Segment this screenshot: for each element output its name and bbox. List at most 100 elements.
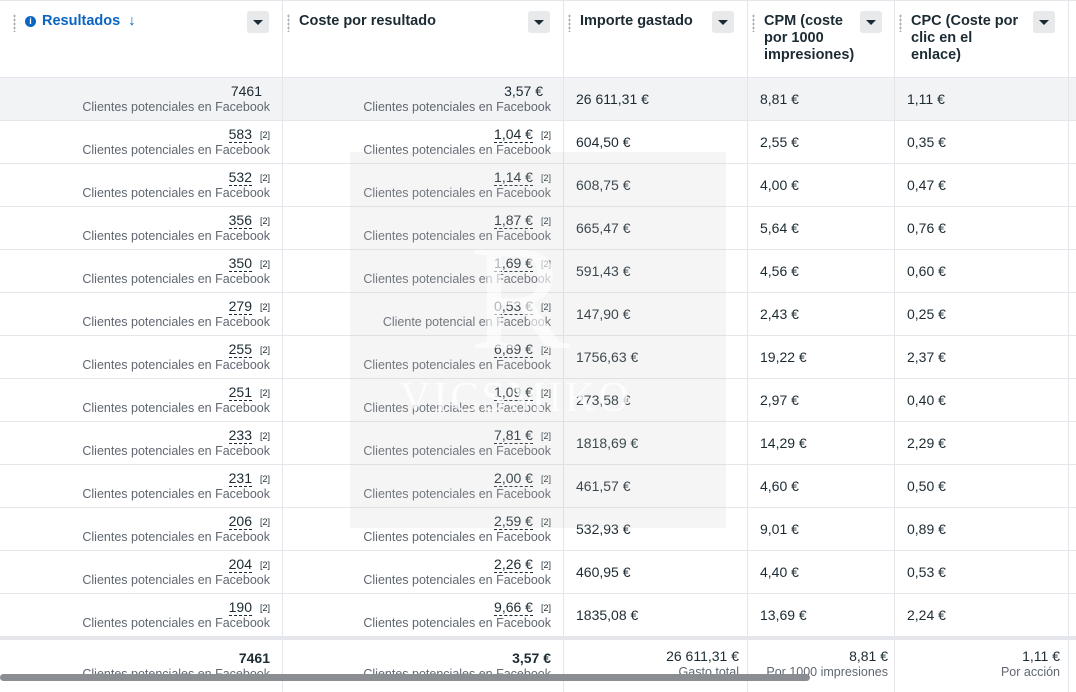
table-row[interactable]: 532 [2] Clientes potenciales en Facebook 1,… [0, 164, 1076, 207]
results-tag: [2] [259, 345, 270, 355]
column-divider [563, 164, 564, 206]
total-cpc-cell: 1,11 € Por acción [894, 640, 1068, 692]
column-drag-handle-icon[interactable] [899, 14, 902, 32]
info-icon[interactable]: i [25, 16, 36, 27]
results-cell: 279 [2] Clientes potenciales en Facebook [8, 293, 282, 335]
column-divider [563, 379, 564, 421]
column-divider [747, 164, 748, 206]
results-value[interactable]: 233 [228, 427, 252, 444]
chevron-down-icon[interactable] [1033, 11, 1055, 33]
cost-value[interactable]: 1,04 € [494, 126, 533, 143]
cost-value[interactable]: 2,00 € [494, 470, 533, 487]
column-header-results[interactable]: i Resultados ↓ [8, 1, 282, 77]
table-row[interactable]: 279 [2] Clientes potenciales en Facebook 0,… [0, 293, 1076, 336]
table-row[interactable]: 255 [2] Clientes potenciales en Facebook 6,… [0, 336, 1076, 379]
table-row[interactable]: 350 [2] Clientes potenciales en Facebook 1,… [0, 250, 1076, 293]
results-value[interactable]: 583 [228, 126, 252, 143]
cost-cell: 7,81 € [2] Clientes potenciales en Faceboo… [282, 422, 563, 464]
results-label: Clientes potenciales en Facebook [82, 100, 270, 114]
sort-descending-icon: ↓ [128, 13, 136, 29]
column-drag-handle-icon[interactable] [287, 14, 290, 32]
column-divider [894, 250, 895, 292]
cost-cell: 1,87 € [2] Clientes potenciales en Faceboo… [282, 207, 563, 249]
column-divider [1068, 293, 1069, 335]
total-results-value: 7461 [238, 650, 270, 666]
cpm-cell: 4,40 € [760, 564, 799, 580]
column-header-amount-spent[interactable]: Importe gastado [563, 1, 747, 77]
column-divider [563, 594, 564, 636]
cost-value[interactable]: 2,59 € [494, 513, 533, 530]
column-divider [1068, 594, 1069, 636]
column-divider [282, 640, 283, 692]
table-row[interactable]: 356 [2] Clientes potenciales en Facebook 1,… [0, 207, 1076, 250]
chevron-down-icon[interactable] [528, 11, 550, 33]
column-divider [563, 508, 564, 550]
column-header-cost-per-result[interactable]: Coste por resultado [282, 1, 563, 77]
column-divider [747, 594, 748, 636]
column-header-cpc[interactable]: CPC (Coste por clic en el enlace) [894, 1, 1068, 77]
results-value[interactable]: 532 [228, 169, 252, 186]
table-row[interactable]: 190 [2] Clientes potenciales en Facebook 9,… [0, 594, 1076, 637]
cost-cell: 1,09 € [2] Clientes potenciales en Faceboo… [282, 379, 563, 421]
column-divider [282, 1, 283, 77]
cost-cell: 6,89 € [2] Clientes potenciales en Faceboo… [282, 336, 563, 378]
cost-value[interactable]: 1,87 € [494, 212, 533, 229]
cost-cell: 2,59 € [2] Clientes potenciales en Faceboo… [282, 508, 563, 550]
cost-value[interactable]: 0,53 € [494, 298, 533, 315]
cpc-cell: 0,89 € [907, 521, 946, 537]
results-value[interactable]: 356 [228, 212, 252, 229]
cost-value[interactable]: 9,66 € [494, 599, 533, 616]
results-label: Clientes potenciales en Facebook [82, 573, 270, 587]
table-row[interactable]: 206 [2] Clientes potenciales en Facebook 2,… [0, 508, 1076, 551]
chevron-down-icon[interactable] [247, 11, 269, 33]
cost-cell: 3,57 € Clientes potenciales en Facebook [282, 78, 563, 120]
cost-cell: 9,66 € [2] Clientes potenciales en Faceboo… [282, 594, 563, 636]
column-divider [894, 207, 895, 249]
results-value[interactable]: 251 [228, 384, 252, 401]
horizontal-scrollbar[interactable] [0, 674, 810, 681]
chevron-down-icon[interactable] [860, 11, 882, 33]
cpc-cell: 0,25 € [907, 306, 946, 322]
chevron-down-icon[interactable] [712, 11, 734, 33]
results-value[interactable]: 204 [228, 556, 252, 573]
table-row[interactable]: 251 [2] Clientes potenciales en Facebook 1,… [0, 379, 1076, 422]
results-value[interactable]: 190 [228, 599, 252, 616]
cost-tag: [2] [540, 130, 551, 140]
table-row[interactable]: 583 [2] Clientes potenciales en Facebook 1,… [0, 121, 1076, 164]
cost-value[interactable]: 6,89 € [494, 341, 533, 358]
results-cell: 7461 Clientes potenciales en Facebook [8, 78, 282, 120]
cost-value[interactable]: 2,26 € [494, 556, 533, 573]
results-cell: 251 [2] Clientes potenciales en Facebook [8, 379, 282, 421]
column-divider [1068, 379, 1069, 421]
cost-cell: 1,14 € [2] Clientes potenciales en Faceboo… [282, 164, 563, 206]
table-row[interactable]: 7461 Clientes potenciales en Facebook 3,57… [0, 78, 1076, 121]
results-value[interactable]: 350 [228, 255, 252, 272]
results-value[interactable]: 206 [228, 513, 252, 530]
cost-value[interactable]: 1,69 € [494, 255, 533, 272]
column-drag-handle-icon[interactable] [13, 14, 16, 32]
column-divider [1068, 640, 1069, 692]
results-label: Clientes potenciales en Facebook [82, 444, 270, 458]
results-value[interactable]: 231 [228, 470, 252, 487]
table-row[interactable]: 233 [2] Clientes potenciales en Facebook 7,… [0, 422, 1076, 465]
column-divider [563, 78, 564, 120]
column-drag-handle-icon[interactable] [752, 14, 755, 32]
column-header-cpm[interactable]: CPM (coste por 1000 impresiones) [747, 1, 894, 77]
cost-value[interactable]: 1,09 € [494, 384, 533, 401]
results-value[interactable]: 255 [228, 341, 252, 358]
table-row[interactable]: 204 [2] Clientes potenciales en Facebook 2,… [0, 551, 1076, 594]
cpc-cell: 0,40 € [907, 392, 946, 408]
spent-cell: 460,95 € [576, 564, 631, 580]
cpc-cell: 2,37 € [907, 349, 946, 365]
cost-value[interactable]: 1,14 € [494, 169, 533, 186]
column-drag-handle-icon[interactable] [568, 14, 571, 32]
cost-label: Clientes potenciales en Facebook [363, 530, 551, 544]
table-row[interactable]: 231 [2] Clientes potenciales en Facebook 2,… [0, 465, 1076, 508]
column-divider [894, 164, 895, 206]
results-value[interactable]: 279 [228, 298, 252, 315]
spent-cell: 608,75 € [576, 177, 631, 193]
column-divider [282, 551, 283, 593]
results-cell: 532 [2] Clientes potenciales en Facebook [8, 164, 282, 206]
cost-value[interactable]: 7,81 € [494, 427, 533, 444]
results-tag: [2] [259, 388, 270, 398]
